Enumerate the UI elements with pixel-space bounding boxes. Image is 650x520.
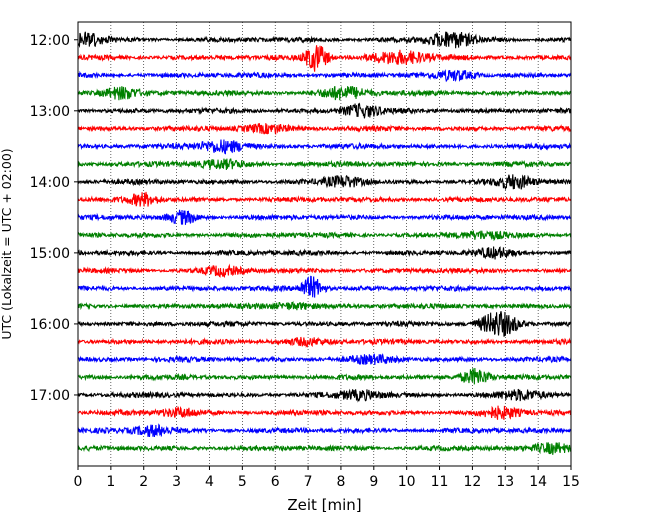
y-tick-label-14:00: 14:00: [30, 175, 70, 191]
trace-1245: [77, 85, 572, 101]
trace-1230: [77, 69, 572, 83]
x-tick-label-6: 6: [271, 474, 280, 490]
x-axis-label: Zeit [min]: [287, 496, 361, 514]
trace-1630: [77, 353, 572, 366]
x-tick-label-2: 2: [139, 474, 148, 490]
x-tick-label-12: 12: [463, 474, 481, 490]
trace-1715: [77, 405, 572, 420]
x-tick-label-3: 3: [172, 474, 181, 490]
x-tick-label-13: 13: [496, 474, 514, 490]
x-tick-label-0: 0: [74, 474, 83, 490]
y-tick-label-16:00: 16:00: [30, 317, 70, 333]
y-axis-label: UTC (Lokalzeit = UTC + 02:00): [0, 148, 14, 339]
x-axis: 0 1 2 3 4 5 6 7 8 9 10 11 12 13 14 15: [74, 466, 580, 490]
x-tick-label-10: 10: [398, 474, 416, 490]
x-tick-label-7: 7: [304, 474, 313, 490]
trace-1345: [77, 158, 572, 171]
x-tick-label-8: 8: [336, 474, 345, 490]
trace-1545: [77, 300, 572, 311]
trace-1330: [77, 139, 572, 155]
x-tick-label-5: 5: [238, 474, 247, 490]
x-tick-label-11: 11: [431, 474, 449, 490]
y-tick-label-17:00: 17:00: [30, 388, 70, 404]
trace-layer: [77, 31, 572, 455]
trace-1215: [77, 45, 572, 72]
x-tick-label-9: 9: [369, 474, 378, 490]
y-tick-label-15:00: 15:00: [30, 246, 70, 262]
x-tick-label-14: 14: [529, 474, 547, 490]
trace-1615: [77, 336, 572, 348]
plot-frame: [77, 21, 572, 467]
y-tick-label-12:00: 12:00: [30, 33, 70, 49]
y-tick-label-13:00: 13:00: [30, 104, 70, 120]
trace-1515: [77, 263, 572, 279]
trace-1700: [77, 388, 572, 403]
trace-1645: [77, 368, 572, 385]
trace-1445: [77, 229, 572, 242]
grid-lines: [77, 22, 572, 466]
trace-1315: [77, 123, 572, 136]
trace-1300: [77, 102, 572, 119]
trace-1745: [77, 442, 572, 455]
trace-1200: [77, 31, 572, 49]
x-tick-label-15: 15: [562, 474, 580, 490]
y-axis: 12:00 13:00 14:00 15:00 16:00 17:00: [30, 33, 78, 404]
x-tick-label-1: 1: [106, 474, 115, 490]
trace-1600: [77, 311, 572, 337]
trace-1400: [77, 174, 572, 191]
x-tick-label-4: 4: [205, 474, 214, 490]
trace-1430: [77, 209, 572, 225]
trace-1530: [77, 275, 572, 298]
trace-1415: [77, 191, 572, 207]
trace-1730: [77, 423, 572, 438]
trace-1500: [77, 246, 572, 260]
